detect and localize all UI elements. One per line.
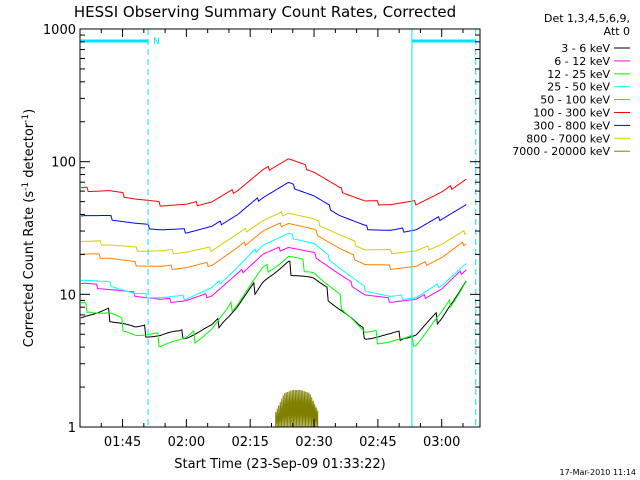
plot-frame [79,28,481,428]
x-tick-label-1: 02:00 [168,435,205,450]
series-5 [80,158,467,207]
legend-label-4: 50 - 100 keV [540,94,610,107]
x-tick-label-5: 03:00 [423,435,460,450]
series-0 [80,260,467,342]
x-tick-label-4: 02:45 [359,435,396,450]
x-tick-label-2: 02:15 [231,435,268,450]
timestamp: 17-Mar-2010 11:14 [560,468,637,477]
series-line-6 [80,181,467,234]
series-line-2 [80,255,467,348]
y-axis-label-sup-1: -1 [21,182,31,191]
series-line-4 [80,222,467,270]
y-axis-label-mid: detector [22,122,37,182]
series-line-7 [80,211,467,255]
legend-label-1: 6 - 12 keV [554,55,610,68]
legend-header-2: Att 0 [604,25,630,38]
series-4 [80,222,467,270]
series-line-3 [80,232,467,300]
legend-label-6: 300 - 800 keV [533,119,610,132]
series-lines [80,158,467,428]
series-line-1 [80,246,467,304]
legend-label-3: 25 - 50 keV [547,81,610,94]
y-axis-label-end: ) [22,109,37,114]
y-axis-label-sup-2: -1 [21,114,31,123]
series-line-8 [275,389,319,428]
x-tick-label-0: 01:45 [104,435,141,450]
series-1 [80,246,467,304]
y-tick-label-1: 10 [59,288,76,303]
x-axis-label: Start Time (23-Sep-09 01:33:22) [174,457,385,472]
legend-label-2: 12 - 25 keV [547,68,610,81]
x-tick-label-3: 02:30 [295,435,332,450]
series-2 [80,255,467,348]
y-axis-label: Corrected Count Rate (s-1 detector-1) [21,109,37,347]
y-tick-label-2: 100 [51,156,76,171]
y-tick-label-0: 1 [68,421,76,436]
y-axis-label-main: Corrected Count Rate (s [22,191,37,348]
legend-label-0: 3 - 6 keV [561,42,610,55]
legend-label-7: 800 - 7000 keV [526,132,610,145]
series-6 [80,181,467,234]
y-tick-label-3: 1000 [43,23,76,38]
series-7 [80,211,467,255]
series-line-0 [80,260,467,342]
series-3 [80,232,467,300]
series-8 [275,389,319,428]
legend-header-1: Det 1,3,4,5,6,9, [544,12,630,25]
axes: 01:45 02:00 02:15 02:30 02:45 03:00 1 10 100 1000 [43,23,480,450]
chart-title: HESSI Observing Summary Count Rates, Cor… [74,3,456,21]
legend-label-5: 100 - 300 keV [533,107,610,120]
series-line-5 [80,158,467,207]
legend-label-8: 7000 - 20000 keV [512,145,610,158]
night-label: N [153,37,160,47]
